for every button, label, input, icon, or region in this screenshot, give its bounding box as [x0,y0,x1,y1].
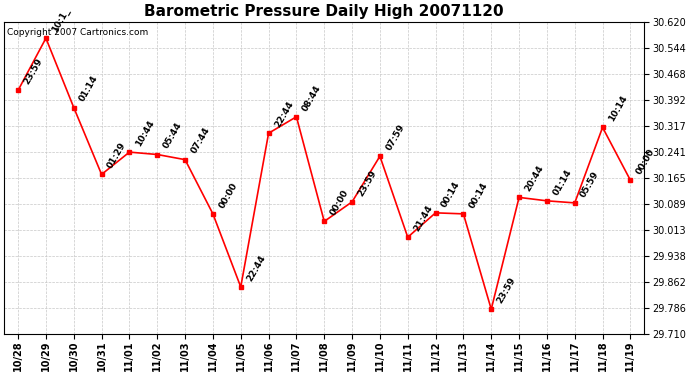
Text: 00:00: 00:00 [635,147,656,176]
Text: 23:59: 23:59 [495,276,518,305]
Text: 01:14: 01:14 [551,167,573,196]
Text: 05:44: 05:44 [161,121,184,150]
Text: 23:59: 23:59 [356,168,378,198]
Text: 08:44: 08:44 [301,83,323,112]
Text: 10:14: 10:14 [607,94,629,123]
Text: 00:00: 00:00 [328,188,351,217]
Text: 10:44: 10:44 [134,118,156,148]
Text: 00:00: 00:00 [217,181,239,210]
Text: 00:14: 00:14 [468,180,490,210]
Text: 10:1_: 10:1_ [50,6,71,34]
Text: 00:14: 00:14 [440,180,462,209]
Text: 07:44: 07:44 [189,126,211,156]
Text: 23:59: 23:59 [22,57,44,86]
Text: 22:44: 22:44 [273,99,295,129]
Text: 07:59: 07:59 [384,123,406,152]
Text: 20:44: 20:44 [523,164,545,193]
Text: 21:44: 21:44 [412,204,434,233]
Text: 01:29: 01:29 [106,141,128,170]
Text: 22:44: 22:44 [245,253,267,283]
Text: Copyright 2007 Cartronics.com: Copyright 2007 Cartronics.com [8,28,148,37]
Text: 01:14: 01:14 [78,74,100,104]
Text: 05:59: 05:59 [579,170,601,199]
Title: Barometric Pressure Daily High 20071120: Barometric Pressure Daily High 20071120 [144,4,504,19]
